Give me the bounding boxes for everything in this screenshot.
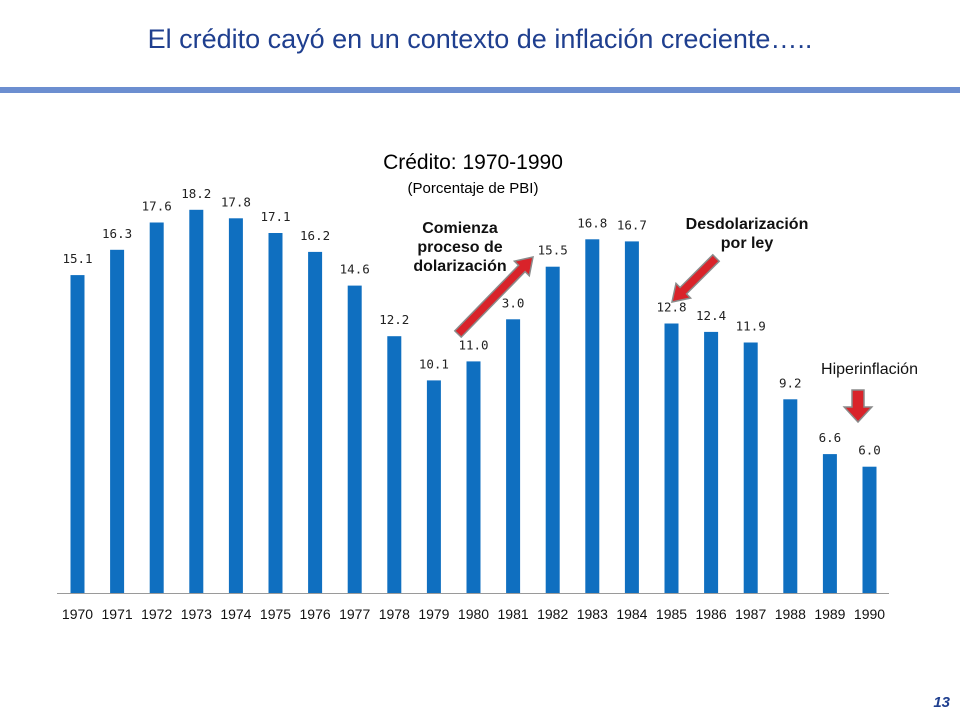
hiperinflacion-arrow-icon (842, 389, 874, 424)
bar-1982 (545, 266, 560, 593)
dolarizacion-arrow-icon (453, 256, 534, 339)
bar-1983 (585, 239, 600, 594)
x-tick-1985: 1985 (656, 606, 687, 622)
bar-1977 (347, 285, 362, 593)
title-divider (0, 87, 960, 93)
bar-1985 (664, 323, 679, 593)
bar-label-1984: 16.7 (617, 217, 647, 232)
bar-1981 (506, 319, 521, 593)
bar-label-1988: 9.2 (779, 375, 802, 390)
bar-1979 (426, 380, 441, 593)
x-tick-1973: 1973 (181, 606, 212, 622)
bar-label-1970: 15.1 (62, 251, 92, 266)
bar-label-1975: 17.1 (260, 209, 290, 224)
bar-1973 (189, 209, 204, 594)
bar-1980 (466, 361, 481, 593)
bar-labels-group: 15.1 16.3 17.6 18.2 17.8 17.1 16.2 14.6 12.2 10.1… (62, 186, 880, 458)
bar-1972 (149, 222, 164, 593)
bar-label-1990: 6.0 (858, 443, 881, 458)
x-tick-1976: 1976 (300, 606, 331, 622)
x-tick-1977: 1977 (339, 606, 370, 622)
bar-label-1983: 16.8 (577, 215, 607, 230)
x-tick-1983: 1983 (577, 606, 608, 622)
bar-1974 (228, 218, 243, 594)
bar-label-1989: 6.6 (819, 430, 842, 445)
bar-label-1973: 18.2 (181, 186, 211, 201)
annotation-desdolarizacion: Desdolarización por ley (685, 216, 809, 252)
x-tick-1974: 1974 (220, 606, 251, 622)
desdolarizacion-arrow-icon (671, 253, 721, 303)
bar-1990 (862, 466, 877, 593)
x-tick-1987: 1987 (735, 606, 766, 622)
x-tick-1986: 1986 (696, 606, 727, 622)
x-tick-1975: 1975 (260, 606, 291, 622)
bar-1970 (70, 275, 85, 593)
bar-1971 (110, 249, 125, 594)
slide-title: El crédito cayó en un contexto de inflac… (147, 24, 813, 54)
chart-title: Crédito: 1970-1990 (383, 151, 563, 174)
bar-1978 (387, 336, 402, 593)
x-tick-1981: 1981 (498, 606, 529, 622)
bar-label-1987: 11.9 (736, 319, 766, 334)
bar-label-1980: 11.0 (458, 337, 488, 352)
bars-group (70, 209, 877, 594)
bar-label-1986: 12.4 (696, 308, 726, 323)
bar-label-1985: 12.8 (656, 300, 686, 315)
x-axis-ticks: 1970 1971 1972 1973 1974 1975 1976 1977 1978 1979… (62, 606, 885, 622)
annotation-dolarizacion: Comienza proceso de dolarización (413, 220, 507, 275)
chart-subtitle: (Porcentaje de PBI) (408, 180, 539, 197)
bar-label-1974: 17.8 (221, 194, 251, 209)
bar-1986 (704, 331, 719, 593)
x-tick-1989: 1989 (814, 606, 845, 622)
bar-1975 (268, 233, 283, 593)
bar-label-1972: 17.6 (142, 199, 172, 214)
bar-label-1978: 12.2 (379, 312, 409, 327)
x-tick-1970: 1970 (62, 606, 93, 622)
x-tick-1984: 1984 (616, 606, 647, 622)
page-number: 13 (933, 694, 950, 711)
bar-1989 (822, 454, 837, 593)
annotation-arrows (453, 253, 874, 424)
x-tick-1980: 1980 (458, 606, 489, 622)
annotation-hiperinflacion: Hiperinflación (821, 361, 918, 378)
bar-1988 (783, 399, 798, 593)
x-tick-1972: 1972 (141, 606, 172, 622)
x-tick-1990: 1990 (854, 606, 885, 622)
bar-label-1976: 16.2 (300, 228, 330, 243)
bar-label-1979: 10.1 (419, 356, 449, 371)
bar-label-1971: 16.3 (102, 226, 132, 241)
bar-label-1981: 3.0 (502, 295, 525, 310)
bar-1984 (624, 241, 639, 593)
bar-label-1982: 15.5 (538, 243, 568, 258)
bar-1987 (743, 342, 758, 593)
x-tick-1978: 1978 (379, 606, 410, 622)
x-tick-1971: 1971 (102, 606, 133, 622)
x-tick-1982: 1982 (537, 606, 568, 622)
x-tick-1979: 1979 (418, 606, 449, 622)
x-tick-1988: 1988 (775, 606, 806, 622)
bar-1976 (308, 251, 323, 593)
bar-label-1977: 14.6 (340, 262, 370, 277)
